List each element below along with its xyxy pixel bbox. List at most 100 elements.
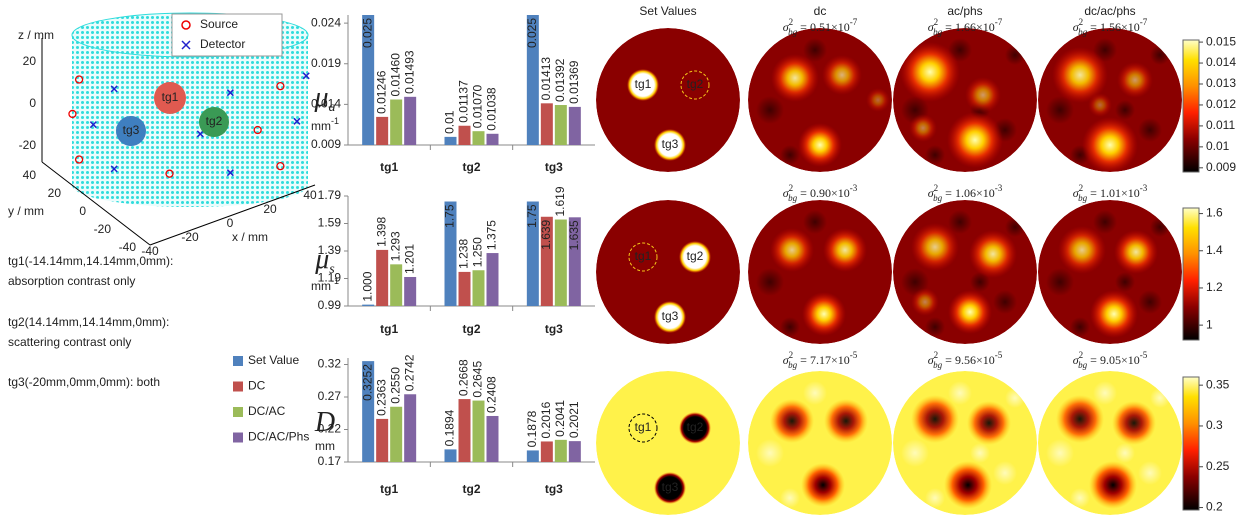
sigma-sup: 2 [1079, 17, 1084, 27]
recon-blob [771, 54, 819, 102]
target-label: tg3 [123, 123, 140, 137]
colorbar-tick-label: 0.35 [1206, 377, 1230, 391]
heatmap-panel [893, 200, 1037, 344]
bar [555, 220, 567, 306]
legend-label: DC/AC [248, 404, 286, 418]
value-label: 0.01413 [539, 57, 553, 101]
axis-title: z / mm [18, 28, 54, 42]
value-label: 0.1878 [525, 410, 539, 447]
recon-blob [1088, 93, 1112, 117]
unit: mm [311, 279, 331, 293]
noise-blob [1150, 217, 1170, 237]
legend-label: DC/AC/Phs [248, 430, 309, 444]
times: ×10 [1121, 20, 1140, 34]
value-label: 0.01493 [402, 50, 416, 94]
noise-blob [756, 268, 784, 296]
value-label: 0.01246 [374, 70, 388, 114]
times: ×10 [1121, 186, 1140, 200]
equals: = [1087, 186, 1100, 200]
bar [376, 419, 388, 462]
target-label: tg2 [687, 420, 704, 434]
equals: = [942, 353, 955, 367]
y-axis-unit: mm [315, 439, 335, 453]
bar [541, 441, 553, 462]
y-tick-label: 1.79 [318, 188, 342, 202]
equals: = [942, 20, 955, 34]
z-tick-label: -20 [19, 138, 37, 152]
sigma-sup: 2 [1079, 350, 1084, 360]
recon-blob [1090, 290, 1138, 338]
exponent: -3 [850, 183, 858, 193]
recon-blob [770, 399, 814, 443]
mantissa: 1.01 [1100, 186, 1121, 200]
exponent: -3 [995, 183, 1003, 193]
recon-blob [909, 114, 937, 142]
value-label: 0.2016 [539, 401, 553, 438]
noise-blob [1138, 290, 1162, 314]
y-axis-unit: mm-1 [311, 116, 339, 133]
sigma-label: σ2bg = 7.17×10-5 [783, 350, 858, 370]
times: ×10 [1121, 353, 1140, 367]
y-tick-label: 0.32 [318, 357, 342, 371]
sigma-sup: 2 [789, 350, 794, 360]
recon-blob [944, 461, 992, 509]
value-label: 0.2363 [374, 379, 388, 416]
recon-blob [900, 42, 960, 102]
exponent: -3 [1140, 183, 1148, 193]
noise-blob [1138, 461, 1162, 485]
value-label: 1.75 [525, 204, 539, 228]
y-axis-title: D [314, 407, 335, 438]
exponent: -7 [850, 17, 858, 27]
y-tick-label: 0.024 [311, 15, 341, 29]
y-tick-label: 0.019 [311, 56, 341, 70]
mantissa: 9.56 [955, 353, 976, 367]
bar [445, 137, 457, 145]
value-label: 1.619 [553, 186, 567, 216]
noise-blob [925, 145, 945, 165]
legend-swatch [233, 407, 243, 417]
times: ×10 [831, 353, 850, 367]
geometry-plot: tg1tg2tg3SourceDetectorz / mmy / mmx / m… [8, 13, 317, 258]
column-title: ac/phs [947, 4, 982, 18]
noise-blob [1046, 439, 1074, 467]
colorbar-tick-label: 0.011 [1206, 118, 1235, 132]
bar [473, 131, 485, 145]
colorbar-tick-label: 0.015 [1206, 34, 1236, 48]
colorbar [1183, 40, 1199, 172]
bar [404, 277, 416, 306]
heatmap-panel [1038, 28, 1182, 173]
noise-blob [1070, 317, 1090, 337]
colorbar-tick-label: 0.25 [1206, 459, 1230, 473]
mantissa: 7.17 [810, 353, 831, 367]
z-tick-label: 20 [23, 54, 37, 68]
bar [487, 253, 499, 306]
bar [404, 394, 416, 462]
y-tick-label: 0.009 [311, 137, 341, 151]
x-tick-label: tg1 [380, 160, 398, 174]
times: ×10 [831, 20, 850, 34]
value-label: 1.201 [402, 244, 416, 274]
noise-blob [803, 210, 827, 234]
y-tick-label: 1.59 [318, 216, 342, 230]
mantissa: 9.05 [1100, 353, 1121, 367]
target-label: tg1 [162, 90, 179, 104]
equals: = [797, 353, 810, 367]
value-label: 0.01137 [457, 80, 471, 123]
bar [527, 450, 539, 462]
legend-label: Detector [200, 37, 245, 51]
bar [390, 407, 402, 462]
bar [404, 97, 416, 145]
noise-blob [1046, 268, 1074, 296]
recon-blob [967, 401, 1011, 445]
noise-blob [756, 439, 784, 467]
exponent: -5 [1140, 350, 1148, 360]
bar [459, 272, 471, 306]
cylinder [72, 35, 308, 207]
value-label: 0.01070 [471, 84, 485, 128]
noise-blob [756, 96, 784, 124]
noise-blob [1138, 118, 1162, 142]
x-tick-label: tg1 [380, 482, 398, 496]
x-tick-label: tg3 [545, 160, 563, 174]
noise-blob [1005, 388, 1025, 408]
